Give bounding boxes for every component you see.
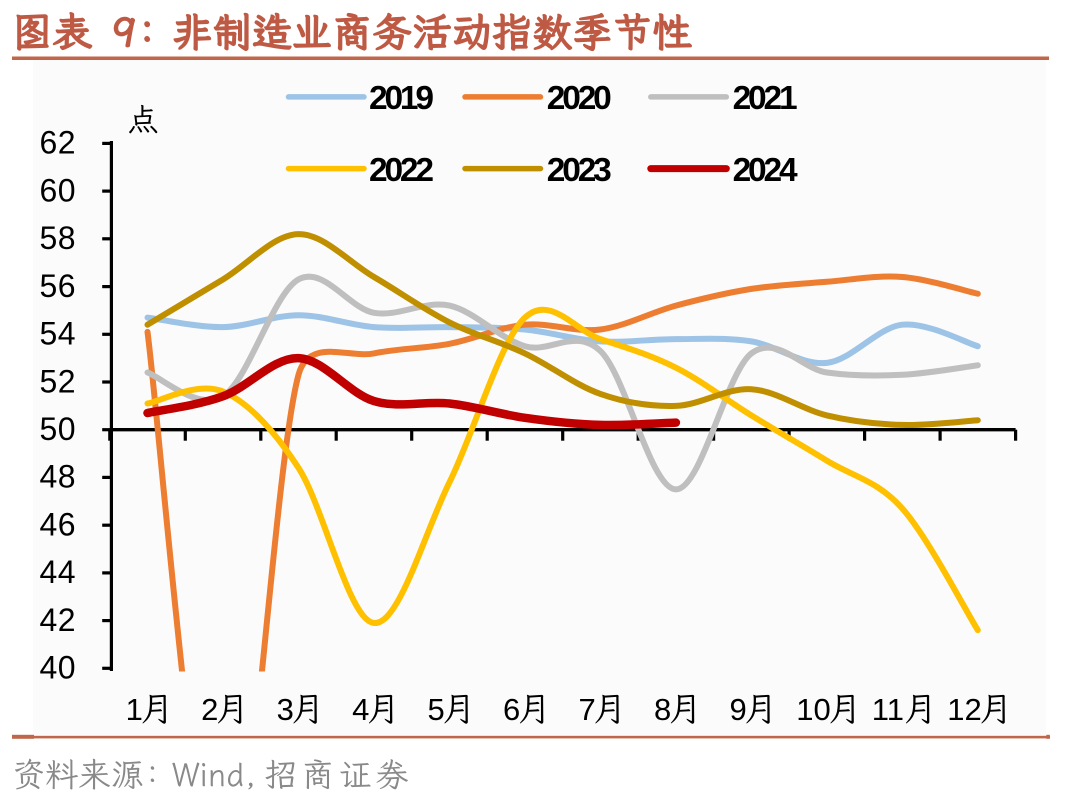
svg-text:6: 6 (503, 692, 520, 727)
svg-text:48: 48 (40, 459, 76, 495)
svg-text:2022: 2022 (369, 152, 434, 189)
svg-text:8: 8 (654, 692, 671, 727)
svg-text:54: 54 (40, 316, 76, 352)
svg-text:52: 52 (40, 363, 76, 399)
svg-text:7: 7 (579, 692, 596, 727)
svg-text:3: 3 (277, 692, 294, 727)
svg-text:58: 58 (40, 220, 76, 256)
svg-text:62: 62 (40, 125, 76, 161)
svg-text:42: 42 (40, 602, 76, 638)
svg-text:4: 4 (352, 692, 369, 727)
svg-text:2024: 2024 (733, 152, 798, 189)
svg-text:11: 11 (872, 692, 904, 727)
svg-text:5: 5 (428, 692, 445, 727)
svg-text:9: 9 (730, 692, 747, 727)
svg-text:56: 56 (40, 268, 76, 304)
svg-text:50: 50 (40, 411, 76, 447)
svg-text:2020: 2020 (547, 80, 612, 117)
svg-text:44: 44 (40, 554, 76, 590)
svg-text:10: 10 (796, 692, 830, 727)
svg-text:46: 46 (40, 507, 76, 543)
svg-text:2019: 2019 (369, 80, 434, 117)
svg-text:2: 2 (201, 692, 218, 727)
svg-text:2023: 2023 (547, 152, 612, 189)
svg-text:40: 40 (40, 650, 76, 686)
svg-text:2021: 2021 (733, 80, 798, 117)
svg-text:60: 60 (40, 172, 76, 208)
svg-text:12: 12 (947, 692, 981, 727)
svg-text:1: 1 (126, 692, 143, 727)
